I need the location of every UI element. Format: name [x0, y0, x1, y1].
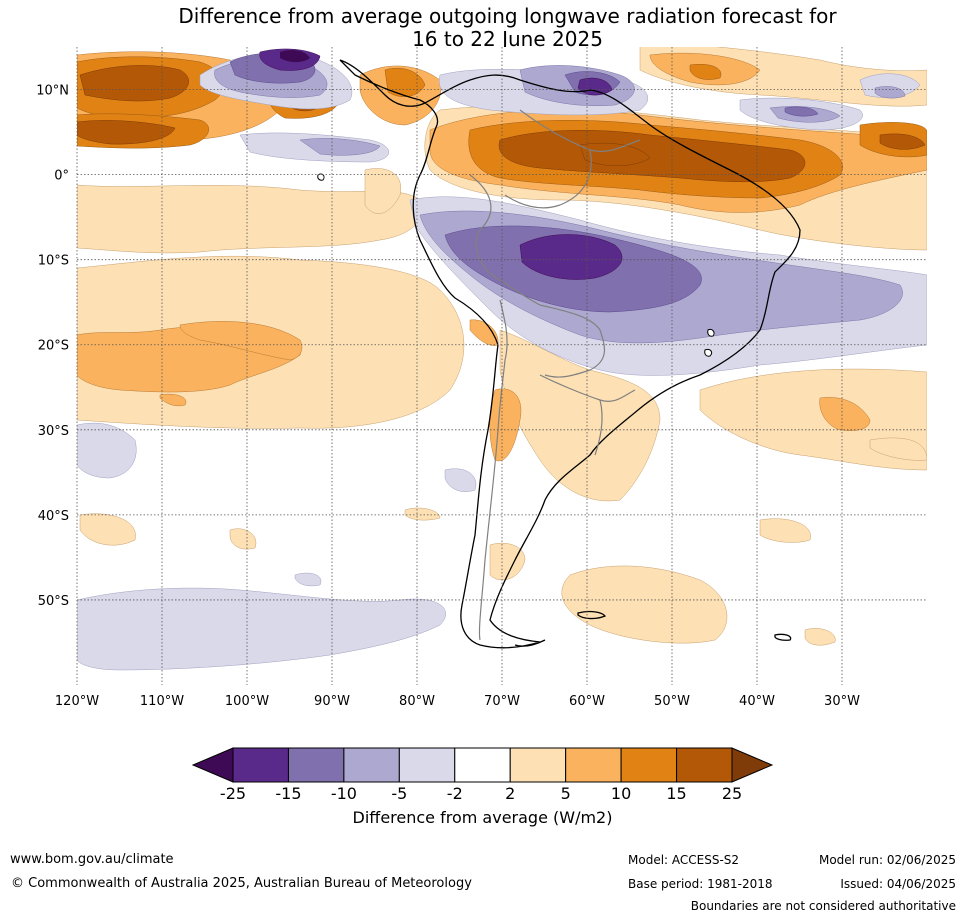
colorbar-tick-label: -2	[447, 784, 463, 803]
colorbar-segment	[232, 747, 289, 783]
colorbar-segment	[454, 747, 511, 783]
colorbar-tick-label: -25	[220, 784, 246, 803]
colorbar-under-arrow	[191, 747, 234, 783]
title-line-1: Difference from average outgoing longwav…	[178, 4, 837, 28]
longitude-tick-label: 120°W	[55, 694, 99, 709]
colorbar-tick-label: 2	[505, 784, 515, 803]
colorbar-segment	[287, 747, 345, 783]
latitude-tick-label: 10°S	[38, 254, 69, 269]
colorbar-tick-label: 5	[561, 784, 571, 803]
colorbar-segment	[676, 747, 733, 783]
latitude-tick-labels: 10°N 0° 10°S 20°S 30°S 40°S 50°S	[36, 84, 69, 609]
boundary-disclaimer: Boundaries are not considered authoritat…	[690, 899, 956, 913]
model-run-date: Model run: 02/06/2025	[818, 853, 956, 867]
latitude-tick-label: 50°S	[38, 594, 69, 609]
coastlines	[339, 59, 801, 649]
latitude-tick-label: 0°	[54, 169, 69, 184]
longitude-tick-label: 90°W	[314, 694, 350, 709]
base-period: Base period: 1981-2018	[628, 877, 773, 891]
latitude-tick-label: 20°S	[38, 339, 69, 354]
colorbar-segment	[620, 747, 678, 783]
longitude-tick-label: 30°W	[824, 694, 860, 709]
title-line-2: 16 to 22 June 2025	[412, 27, 603, 51]
colorbar-tick-label: 25	[722, 784, 742, 803]
latitude-tick-label: 10°N	[36, 84, 69, 99]
colorbar-segment	[565, 747, 622, 783]
graticule	[76, 47, 927, 685]
colorbar-label: Difference from average (W/m2)	[352, 808, 613, 827]
anomaly-shading-below-minus25	[280, 50, 310, 63]
colorbar-tick-label: -5	[391, 784, 407, 803]
issued-date: Issued: 04/06/2025	[840, 877, 956, 891]
colorbar: -25 -15 -10 -5 -2 2 5 10 15 25	[191, 747, 774, 803]
colorbar-tick-label: 10	[611, 784, 631, 803]
latitude-tick-label: 30°S	[38, 424, 69, 439]
longitude-tick-label: 40°W	[739, 694, 775, 709]
islands	[317, 173, 715, 357]
website-link[interactable]: www.bom.gov.au/climate	[10, 852, 174, 867]
colorbar-tick-label: 15	[666, 784, 686, 803]
model-name: Model: ACCESS-S2	[628, 853, 740, 867]
colorbar-tick-label: -15	[275, 784, 301, 803]
longitude-tick-labels: 120°W 110°W 100°W 90°W 80°W 70°W 60°W 50°W 40°W 3…	[55, 694, 860, 709]
longitude-tick-label: 80°W	[399, 694, 435, 709]
longitude-tick-label: 50°W	[654, 694, 690, 709]
colorbar-segment	[509, 747, 567, 783]
latitude-tick-label: 40°S	[38, 509, 69, 524]
colorbar-segment	[398, 747, 456, 783]
map-title: Difference from average outgoing longwav…	[0, 5, 965, 51]
longitude-tick-label: 70°W	[484, 694, 520, 709]
copyright-text: © Commonwealth of Australia 2025, Austra…	[11, 876, 472, 891]
colorbar-segment	[343, 747, 400, 783]
longitude-tick-label: 60°W	[569, 694, 605, 709]
longitude-tick-label: 100°W	[225, 694, 269, 709]
country-boundaries	[469, 109, 641, 641]
longitude-tick-label: 110°W	[140, 694, 184, 709]
colorbar-tick-label: -10	[331, 784, 357, 803]
colorbar-over-arrow	[731, 747, 774, 783]
